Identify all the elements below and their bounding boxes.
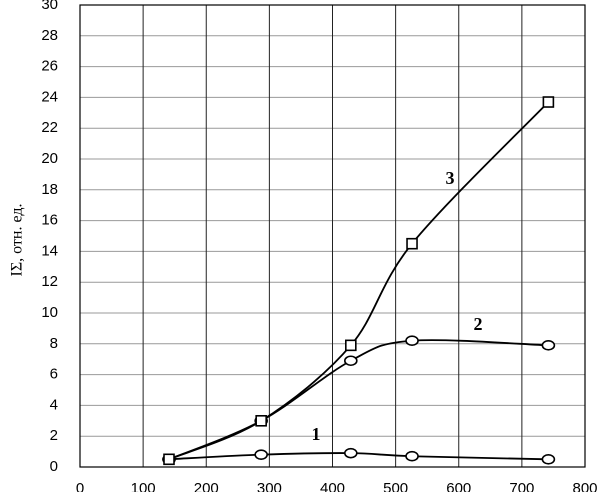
y-tick-label: 30 xyxy=(41,0,58,13)
x-tick-label: 400 xyxy=(320,480,345,492)
marker xyxy=(254,449,268,460)
series-line xyxy=(168,101,550,461)
y-tick-label: 20 xyxy=(41,150,58,167)
marker xyxy=(406,237,418,250)
x-tick-label: 200 xyxy=(194,480,219,492)
series-label: 2 xyxy=(474,314,483,334)
x-tick-label: 300 xyxy=(257,480,282,492)
x-tick-label: 0 xyxy=(76,480,84,492)
marker xyxy=(255,414,267,427)
x-tick-label: 500 xyxy=(383,480,408,492)
marker xyxy=(344,355,358,367)
y-tick-label: 28 xyxy=(41,27,58,44)
y-tick-label: 22 xyxy=(41,119,58,136)
y-tick-label: 12 xyxy=(41,273,58,290)
y-tick-label: 4 xyxy=(50,396,58,413)
y-tick-label: 14 xyxy=(41,242,58,259)
x-tick-label: 100 xyxy=(131,480,156,492)
y-tick-label: 8 xyxy=(50,335,58,352)
marker xyxy=(541,340,556,351)
series-line xyxy=(168,452,549,461)
marker xyxy=(405,450,419,462)
y-tick-label: 0 xyxy=(50,458,58,475)
y-tick-label: 2 xyxy=(50,427,58,444)
y-tick-label: 18 xyxy=(41,181,58,198)
x-tick-label: 800 xyxy=(572,480,597,492)
y-tick-label: 16 xyxy=(41,212,58,229)
y-tick-label: 24 xyxy=(41,88,58,105)
marker xyxy=(542,96,555,108)
series-label: 3 xyxy=(446,168,455,188)
plot-frame xyxy=(79,4,586,468)
y-tick-label: 26 xyxy=(41,58,58,75)
series-line xyxy=(168,339,549,461)
x-tick-label: 600 xyxy=(446,480,471,492)
marker xyxy=(344,447,358,459)
y-tick-label: 10 xyxy=(41,304,58,321)
y-axis-label: IΣ, отн. ед. xyxy=(9,203,26,276)
marker xyxy=(163,453,175,466)
marker xyxy=(405,335,419,347)
x-tick-label: 700 xyxy=(509,480,534,492)
marker xyxy=(541,453,556,465)
y-tick-label: 6 xyxy=(50,366,58,383)
series-label: 1 xyxy=(312,424,321,444)
marker xyxy=(345,339,357,352)
